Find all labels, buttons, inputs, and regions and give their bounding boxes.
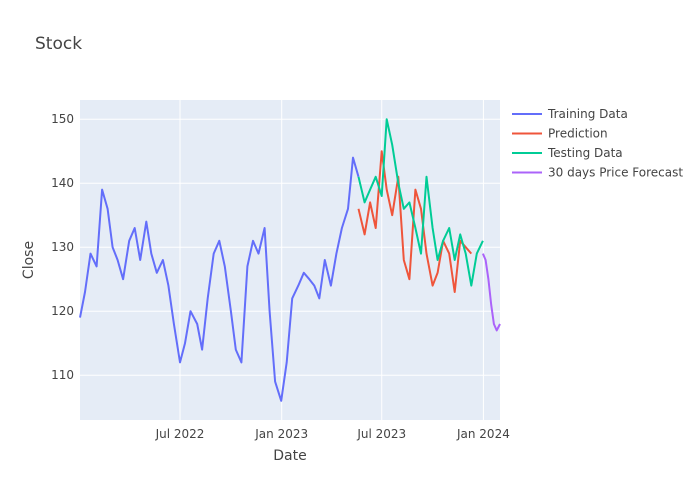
x-axis-label: Date — [273, 448, 306, 464]
axes-layer: 110 120 130 140 150 Jul 2022 Jan 2023 Jul 2023 J… — [21, 112, 510, 464]
gridlines — [80, 100, 500, 420]
series-layer — [79, 118, 501, 402]
legend[interactable]: Training Data Prediction Testing Data 30 da… — [512, 107, 683, 180]
chart-title: Stock — [35, 34, 83, 54]
plot-area — [80, 100, 500, 420]
legend-label: Prediction — [548, 127, 608, 141]
y-tick-label: 130 — [51, 240, 74, 254]
y-tick-label: 150 — [51, 112, 74, 126]
legend-item-testing-data[interactable]: Testing Data — [512, 146, 623, 160]
x-tick-label: Jan 2023 — [254, 427, 308, 441]
legend-item-prediction[interactable]: Prediction — [512, 127, 608, 141]
plot-background — [80, 100, 500, 420]
y-tick-label: 120 — [51, 304, 74, 318]
x-tick-label: Jul 2022 — [155, 427, 205, 441]
legend-item-training-data[interactable]: Training Data — [512, 107, 628, 121]
y-tick-label: 140 — [51, 176, 74, 190]
series-line-testing-data — [357, 118, 484, 287]
x-tick-label: Jan 2024 — [456, 427, 510, 441]
legend-label: Training Data — [547, 107, 628, 121]
series-line-prediction — [357, 150, 473, 293]
legend-item-30-days-price-forecast[interactable]: 30 days Price Forecast — [512, 166, 683, 180]
x-tick-label: Jul 2023 — [356, 427, 406, 441]
series-line-training-data — [79, 156, 360, 402]
legend-label: Testing Data — [547, 146, 623, 160]
y-axis-label: Close — [21, 241, 37, 279]
legend-label: 30 days Price Forecast — [548, 166, 683, 180]
series-line-30-days-price-forecast — [481, 253, 501, 332]
y-tick-label: 110 — [51, 368, 74, 382]
